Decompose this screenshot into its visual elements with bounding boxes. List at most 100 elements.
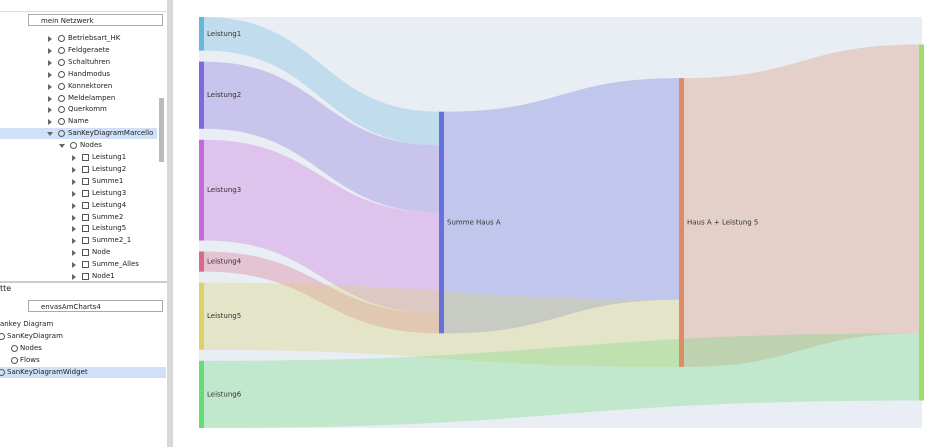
selection — [0, 128, 157, 140]
tree-icon — [82, 213, 89, 221]
tree-item[interactable]: Meldelampen — [68, 93, 116, 102]
tree-item[interactable]: ankey Diagram — [0, 320, 54, 328]
tree-icon — [58, 70, 65, 78]
flow — [204, 333, 919, 428]
node-label: Leistung5 — [207, 312, 241, 320]
node — [439, 111, 444, 334]
node — [199, 360, 204, 428]
tree-item[interactable]: Summe2_1 — [92, 236, 132, 245]
tree-item[interactable]: Node1 — [92, 272, 115, 280]
expand-arrow[interactable] — [72, 155, 76, 161]
tree-item[interactable]: Leistung5 — [92, 224, 127, 233]
node-label: Leistung3 — [207, 186, 241, 194]
tree-item[interactable]: Leistung3 — [92, 188, 127, 197]
object-panel: tte envasAmCharts4 ankey Diagram SanKeyDi… — [0, 283, 167, 447]
tree-icon — [82, 225, 89, 233]
expand-arrow[interactable] — [48, 59, 52, 66]
flow — [204, 61, 439, 213]
tree-item[interactable]: SanKeyDiagramWidget — [7, 368, 88, 376]
expand-arrow[interactable] — [72, 238, 76, 245]
chart-background — [199, 17, 922, 428]
node — [199, 17, 204, 51]
toolbar — [0, 0, 167, 12]
tree-icon — [82, 237, 89, 245]
expand-arrow[interactable] — [48, 36, 52, 42]
node — [679, 78, 684, 367]
panel-divider — [0, 281, 167, 283]
library-select[interactable]: envasAmCharts4 — [28, 300, 163, 312]
node-label: Summe Haus A — [447, 219, 501, 227]
tree-icon — [82, 261, 89, 269]
tree-item[interactable]: Name — [68, 117, 89, 126]
expand-arrow[interactable] — [72, 178, 76, 185]
tree-icon — [58, 106, 65, 114]
expand-arrow[interactable] — [48, 107, 52, 114]
expand-arrow[interactable] — [72, 202, 76, 209]
tree-item[interactable]: Nodes — [20, 344, 42, 352]
tree-item[interactable]: Flows — [20, 356, 40, 364]
tree-icon — [70, 142, 77, 150]
expand-arrow[interactable] — [72, 226, 76, 233]
tree-item[interactable]: Feldgeraete — [68, 45, 110, 54]
tree-icon — [58, 118, 65, 126]
node — [199, 282, 204, 350]
flow — [684, 44, 919, 367]
tree-icon — [82, 189, 89, 197]
expand-arrow[interactable] — [47, 132, 53, 137]
network-select[interactable]: mein Netzwerk — [28, 14, 163, 26]
expand-arrow[interactable] — [72, 274, 76, 280]
tree-item[interactable]: SanKeyDiagram — [7, 332, 63, 340]
tree-icon — [82, 273, 89, 280]
tree-icon — [82, 201, 89, 209]
tree-item[interactable]: Konnektoren — [68, 81, 113, 90]
node-label: Leistung2 — [207, 91, 241, 99]
flow — [444, 78, 679, 334]
expand-arrow[interactable] — [48, 83, 52, 90]
tree-icon — [0, 333, 5, 340]
expand-arrow[interactable] — [72, 166, 76, 173]
tree-icon — [82, 249, 89, 257]
tree-item[interactable]: Leistung1 — [92, 153, 127, 161]
panel-title: tte — [0, 284, 12, 293]
tree-icon — [82, 154, 89, 161]
tree-item[interactable]: SanKeyDiagramMarcello — [68, 129, 154, 138]
tree-icon — [82, 165, 89, 173]
tree-item[interactable]: Leistung2 — [92, 164, 127, 173]
tree-item[interactable]: Summe2 — [92, 212, 124, 221]
node-label: Leistung4 — [207, 258, 242, 266]
expand-arrow[interactable] — [72, 190, 76, 197]
network-panel: mein Netzwerk Betriebsart_HK Feldgeraete S… — [0, 0, 167, 282]
tree-item[interactable]: Schaltuhren — [68, 57, 111, 66]
expand-arrow[interactable] — [48, 47, 52, 54]
expand-arrow[interactable] — [72, 214, 76, 221]
tree-icon — [11, 357, 18, 364]
tree-icon — [58, 94, 65, 102]
tree-item[interactable]: Leistung4 — [92, 200, 127, 209]
tree-icon — [58, 35, 65, 42]
tree-item[interactable]: Node — [92, 248, 111, 257]
tree-item[interactable]: Handmodus — [68, 69, 111, 78]
expand-arrow[interactable] — [72, 262, 76, 269]
tree-icon — [58, 82, 65, 90]
tree-icon — [0, 369, 5, 376]
expand-arrow[interactable] — [48, 71, 52, 78]
flow — [204, 139, 439, 314]
node — [199, 61, 204, 129]
expand-arrow[interactable] — [48, 119, 52, 126]
chart: Leistung1 Leistung2 Leistung3 Leistung4 Leis… — [199, 17, 924, 428]
expand-arrow[interactable] — [59, 144, 65, 149]
tree-icon — [58, 58, 65, 66]
flow — [204, 17, 439, 146]
tree-item[interactable]: Nodes — [80, 141, 102, 150]
node — [919, 44, 924, 401]
tree-icon — [58, 130, 65, 138]
tree-item[interactable]: Summe1 — [92, 176, 124, 185]
tree-item[interactable]: Betriebsart_HK — [68, 34, 121, 42]
node-label: Leistung1 — [207, 30, 241, 38]
expand-arrow[interactable] — [72, 250, 76, 257]
expand-arrow[interactable] — [48, 95, 52, 102]
node — [199, 251, 204, 272]
tree-item[interactable]: Querkomm — [68, 105, 107, 114]
tree-item[interactable]: Summe_Alles — [92, 260, 139, 269]
